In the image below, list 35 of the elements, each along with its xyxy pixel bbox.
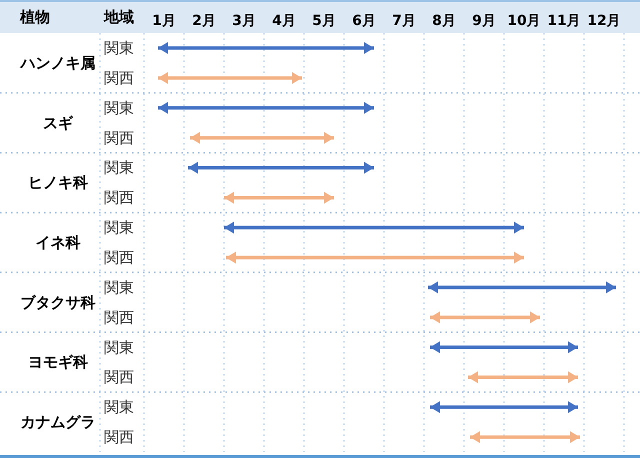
legend-label: 関東 [104, 38, 134, 57]
x-tick-label: 9月 [472, 13, 496, 29]
text: 関西 [104, 188, 134, 207]
legend-title: 地域 [104, 8, 134, 27]
y-tick-label: ハンノキ属 [20, 54, 96, 72]
x-tick-label: 4月 [272, 13, 296, 29]
y-tick-label: ブタクサ科 [20, 293, 96, 312]
y-axis-title: 植物 [20, 8, 50, 27]
text: 関東 [104, 338, 134, 356]
text: 関西 [104, 248, 134, 266]
y-tick-label: ヨモギ科 [28, 353, 88, 372]
x-tick-label: 7月 [392, 13, 416, 29]
x-tick-label: 6月 [352, 13, 376, 29]
x-tick-label: 12月 [587, 13, 621, 29]
text: 関西 [104, 368, 134, 386]
x-tick-label: 2月 [192, 13, 216, 29]
text: 関東 [104, 398, 134, 416]
x-tick-label: 3月 [232, 13, 256, 29]
y-tick-label: カナムグラ [20, 413, 96, 432]
x-tick-label: 1月 [152, 13, 176, 29]
x-tick-label: 5月 [312, 13, 336, 29]
y-tick-label: スギ [43, 114, 74, 132]
text: 関西 [104, 428, 134, 446]
text: 関西 [104, 308, 134, 326]
x-tick-label: 10月 [507, 13, 541, 29]
text: 関東 [104, 158, 134, 177]
y-tick-label: ヒノキ科 [28, 174, 88, 192]
x-tick-label: 8月 [432, 13, 456, 29]
text: 関東 [104, 218, 134, 237]
text: 関西 [104, 128, 134, 147]
legend-label: 関西 [104, 68, 134, 87]
text: 関東 [104, 98, 134, 117]
y-tick-label: イネ科 [36, 234, 80, 252]
text: 関東 [104, 278, 134, 296]
x-tick-label: 11月 [547, 13, 581, 29]
